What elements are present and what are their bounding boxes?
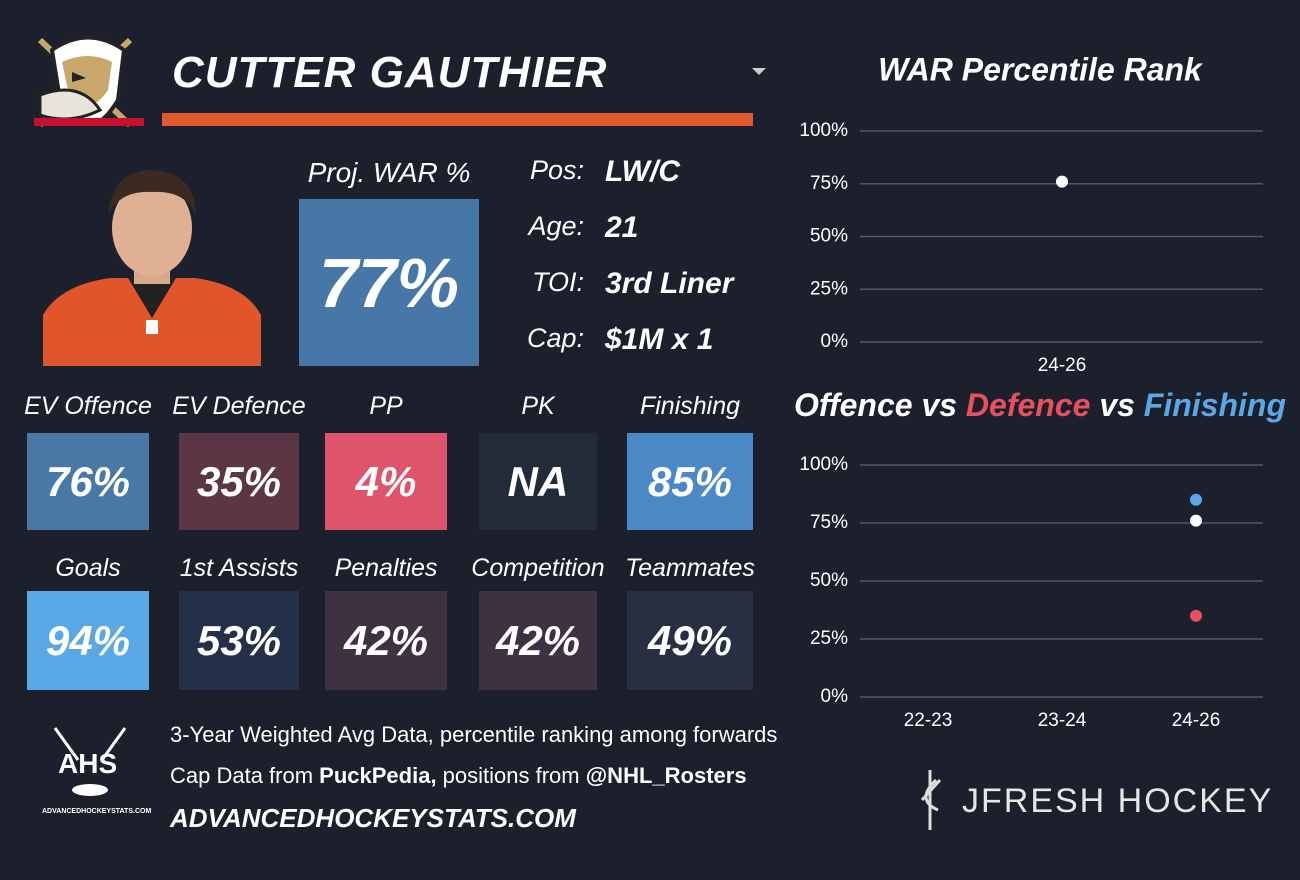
title-part: Offence [794, 387, 913, 423]
tile-value: NA [479, 433, 597, 530]
tile-value: 42% [325, 591, 447, 690]
source: @NHL_Rosters [585, 763, 747, 788]
y-tick-label: 25% [810, 278, 848, 299]
x-tick-label: 24-26 [1172, 710, 1221, 731]
tile-value: 42% [479, 591, 597, 690]
source: PuckPedia, [319, 763, 437, 788]
footer-line1: 3-Year Weighted Avg Data, percentile ran… [170, 722, 778, 747]
proj-war-value: 77% [299, 199, 479, 366]
ahs-text: AHS [58, 748, 118, 779]
y-tick-label: 50% [810, 570, 848, 591]
info-label: Age: [528, 211, 584, 241]
info-value: 3rd Liner [605, 267, 734, 300]
chart-title: Offence vs Defence vs Finishing [794, 387, 1286, 423]
tile-value: 76% [27, 433, 149, 530]
info-value: 21 [605, 211, 639, 244]
title-part: Finishing [1144, 387, 1286, 423]
tile-label: EV Defence [172, 392, 306, 420]
y-tick-label: 100% [799, 120, 848, 141]
y-tick-label: 25% [810, 628, 848, 649]
title-part: Defence [966, 387, 1091, 423]
name-underline [162, 113, 753, 126]
text: positions from [436, 763, 586, 788]
chart-title: WAR Percentile Rank [878, 51, 1204, 87]
tile-label: 1st Assists [179, 554, 299, 582]
ahs-site: ADVANCEDHOCKEYSTATS.COM [42, 808, 152, 815]
text: Cap Data from [170, 763, 320, 788]
info-value: LW/C [605, 155, 680, 188]
tile-label: PK [521, 392, 555, 420]
point [1190, 514, 1202, 527]
info-label: Cap: [526, 323, 584, 353]
point [1190, 493, 1202, 506]
tile-value: 94% [27, 591, 149, 690]
y-tick-label: 0% [821, 686, 849, 707]
team-logo [34, 35, 144, 128]
ahs-logo [53, 727, 127, 796]
y-tick-label: 50% [810, 226, 848, 247]
dropdown-arrow[interactable] [752, 68, 766, 75]
tile-value: 49% [627, 591, 753, 690]
tile-label: Goals [55, 554, 121, 582]
tile-label: Finishing [639, 392, 741, 420]
info-value: $1M x 1 [605, 323, 714, 356]
point [1056, 175, 1068, 188]
tile-label: Penalties [334, 554, 438, 582]
info-label: Pos: [529, 155, 584, 185]
title-part: vs [1090, 387, 1143, 423]
tile-label: Teammates [625, 554, 755, 582]
tile-label: EV Offence [24, 392, 152, 420]
tile-label: Competition [471, 554, 605, 582]
x-tick-label: 23-24 [1038, 710, 1087, 731]
point [1190, 609, 1202, 622]
y-tick-label: 75% [810, 173, 848, 194]
tile-value: 35% [179, 433, 299, 530]
player-photo [43, 170, 261, 366]
y-tick-label: 0% [821, 331, 849, 352]
footer-line2: Cap Data from PuckPedia, positions from … [170, 763, 747, 789]
tile-value: 85% [627, 433, 753, 530]
jfresh-logo [920, 770, 942, 830]
player-name: CUTTER GAUTHIER [172, 48, 608, 97]
y-tick-label: 75% [810, 512, 848, 533]
footer-site: ADVANCEDHOCKEYSTATS.COM [170, 803, 576, 833]
proj-war-label: Proj. WAR % [307, 157, 471, 188]
title-part: vs [913, 387, 966, 423]
tile-value: 53% [179, 591, 299, 690]
tile-value: 4% [325, 433, 447, 530]
tile-label: PP [369, 392, 403, 420]
jfresh-text: JFRESH HOCKEY [962, 782, 1274, 820]
x-tick-label: 24-26 [1038, 355, 1087, 376]
info-label: TOI: [531, 267, 584, 297]
x-tick-label: 22-23 [904, 710, 953, 731]
y-tick-label: 100% [799, 454, 848, 475]
